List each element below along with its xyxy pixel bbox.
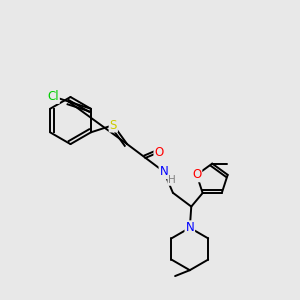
Text: O: O: [154, 146, 164, 159]
Text: N: N: [160, 165, 168, 178]
Text: S: S: [110, 118, 117, 132]
Text: N: N: [185, 221, 194, 234]
Text: H: H: [168, 175, 176, 185]
Text: O: O: [192, 168, 201, 181]
Text: Cl: Cl: [47, 90, 59, 103]
